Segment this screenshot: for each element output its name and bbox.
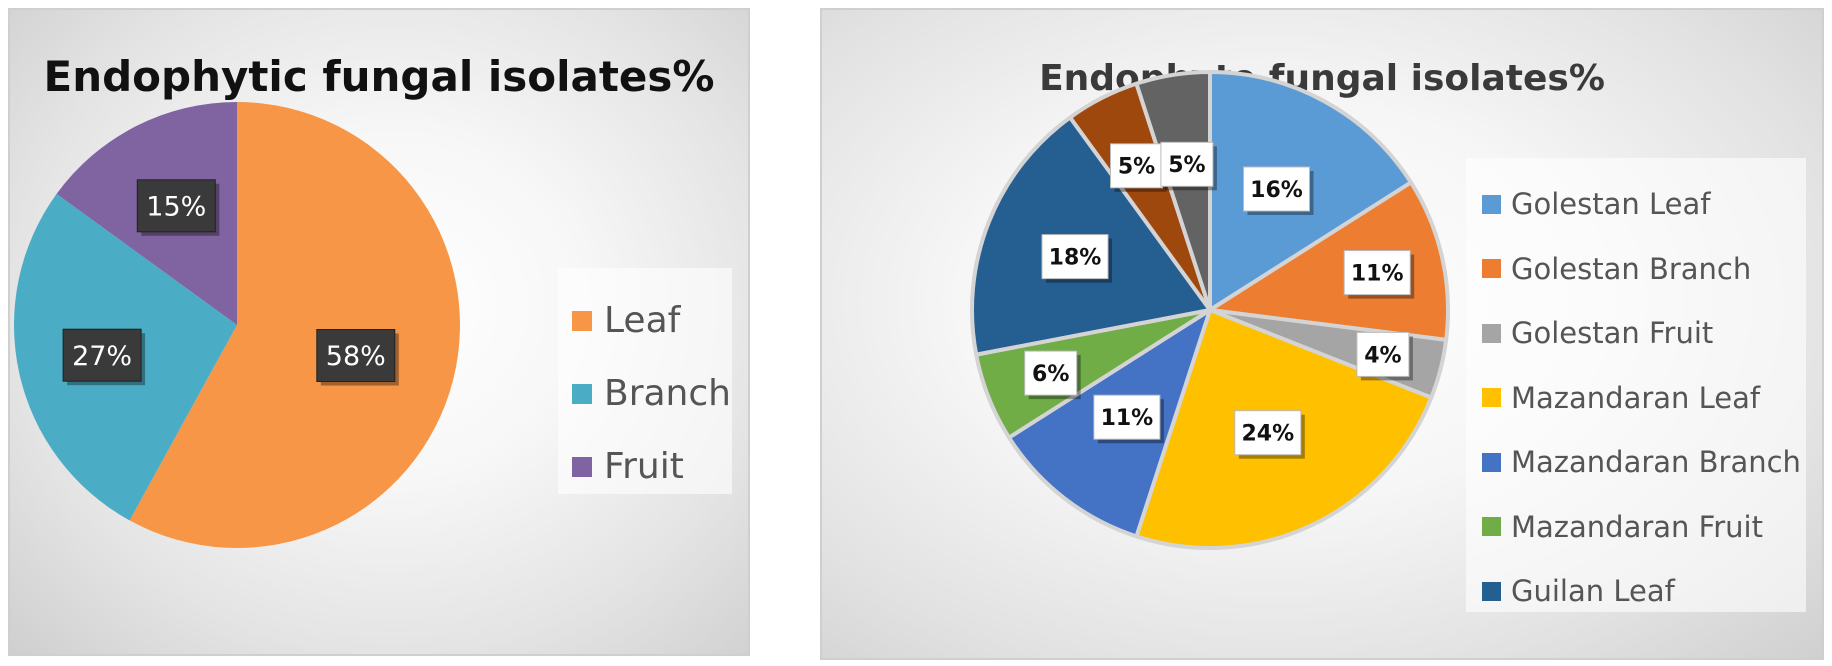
legend-swatch — [1482, 259, 1501, 279]
data-label-mazandaran-fruit: 6% — [1024, 350, 1081, 400]
svg-text:58%: 58% — [326, 341, 386, 372]
legend-label: Golestan Fruit — [1511, 316, 1714, 351]
data-label-unlabeled-7: 5% — [1110, 143, 1167, 192]
pie-slice-golestan-leaf — [1208, 70, 1413, 312]
data-label-fruit: 15% — [136, 179, 220, 236]
pie-slice-leaf — [129, 102, 460, 548]
data-label-guilan-leaf: 18% — [1041, 234, 1112, 283]
data-label-leaf: 58% — [316, 329, 399, 386]
legend-label: Mazandaran Branch — [1511, 445, 1801, 480]
svg-text:6%: 6% — [1032, 362, 1069, 387]
legend-label: Leaf — [604, 300, 681, 341]
legend-swatch — [572, 456, 592, 477]
legend-item-mazandaran-fruit: Mazandaran Fruit — [1482, 495, 1806, 560]
svg-text:5%: 5% — [1118, 155, 1155, 180]
legend-label: Guilan Leaf — [1511, 574, 1675, 609]
svg-text:11%: 11% — [1101, 406, 1154, 431]
legend-swatch — [1482, 517, 1501, 537]
legend-item-golestan-fruit: Golestan Fruit — [1482, 301, 1806, 366]
chart-panel-right: Endophyte fungal isolates% 16% 11% 4% 24% 11… — [820, 8, 1824, 660]
legend-label: Branch — [604, 373, 731, 414]
legend-item-golestan-branch: Golestan Branch — [1482, 237, 1806, 302]
pie-slice-unlabeled-8 — [1134, 70, 1212, 312]
pie-chart-left: 58% 27% 15% — [13, 102, 460, 548]
legend-right: Golestan Leaf Golestan Branch Golestan Fru… — [1466, 158, 1806, 612]
svg-text:16%: 16% — [1250, 178, 1303, 203]
legend-swatch — [1482, 323, 1501, 343]
svg-text:11%: 11% — [1351, 262, 1404, 287]
legend-label: Golestan Leaf — [1511, 187, 1711, 222]
svg-text:24%: 24% — [1241, 422, 1294, 447]
svg-text:18%: 18% — [1049, 246, 1102, 271]
legend-item-branch: Branch — [572, 357, 732, 430]
legend-item-golestan-leaf: Golestan Leaf — [1482, 172, 1806, 237]
data-label-golestan-branch: 11% — [1343, 250, 1415, 299]
data-label-golestan-fruit: 4% — [1356, 331, 1413, 381]
legend-swatch — [1482, 581, 1501, 601]
legend-item-mazandaran-branch: Mazandaran Branch — [1482, 430, 1806, 495]
legend-swatch — [1482, 194, 1501, 214]
legend-label: Mazandaran Leaf — [1511, 380, 1761, 415]
chart-title: Endophytic fungal isolates% — [43, 52, 715, 101]
svg-text:4%: 4% — [1364, 343, 1401, 368]
data-label-branch: 27% — [62, 328, 146, 386]
legend-item-leaf: Leaf — [572, 284, 732, 357]
pie-chart-right: 16% 11% 4% 24% 11% 6% 18% 5% 5% — [970, 70, 1450, 550]
legend-swatch — [572, 383, 592, 404]
legend-label: Fruit — [604, 446, 684, 487]
svg-text:5%: 5% — [1168, 153, 1205, 178]
legend-item-guilan-leaf: Guilan Leaf — [1482, 559, 1806, 624]
svg-text:27%: 27% — [72, 341, 132, 372]
chart-panel-left: Endophytic fungal isolates% 58% 27% 15% Le… — [8, 8, 750, 656]
legend-label: Golestan Branch — [1511, 251, 1752, 286]
legend-item-fruit: Fruit — [572, 430, 732, 503]
pie-slice-golestan-branch — [1208, 180, 1450, 342]
legend-swatch — [572, 310, 592, 331]
data-label-mazandaran-branch: 11% — [1093, 394, 1164, 444]
data-label-unlabeled-8: 5% — [1160, 141, 1217, 191]
data-label-mazandaran-leaf: 24% — [1234, 410, 1305, 459]
legend-left: Leaf Branch Fruit — [558, 268, 732, 494]
data-label-golestan-leaf: 16% — [1243, 166, 1314, 215]
legend-swatch — [1482, 388, 1501, 408]
legend-label: Mazandaran Fruit — [1511, 509, 1763, 544]
legend-swatch — [1482, 452, 1501, 472]
svg-text:15%: 15% — [146, 192, 206, 223]
legend-item-mazandaran-leaf: Mazandaran Leaf — [1482, 366, 1806, 431]
